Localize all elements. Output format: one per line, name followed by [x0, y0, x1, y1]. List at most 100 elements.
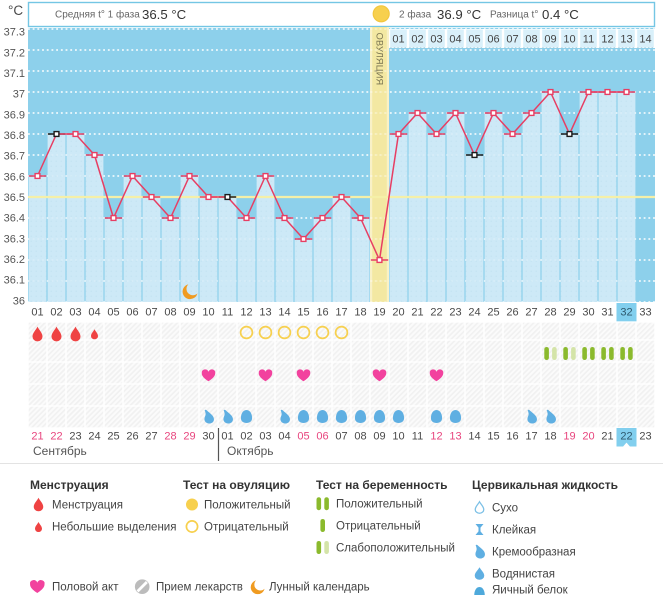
svg-text:26: 26 — [126, 431, 138, 443]
svg-text:36: 36 — [13, 295, 25, 307]
svg-text:12: 12 — [240, 307, 252, 319]
svg-text:04: 04 — [449, 34, 461, 46]
svg-text:19: 19 — [373, 307, 385, 319]
svg-text:07: 07 — [145, 307, 157, 319]
svg-text:17: 17 — [335, 307, 347, 319]
svg-text:23: 23 — [449, 307, 461, 319]
svg-text:15: 15 — [297, 307, 309, 319]
svg-text:06: 06 — [487, 34, 499, 46]
svg-text:Сентябрь: Сентябрь — [33, 444, 87, 458]
svg-text:11: 11 — [222, 307, 233, 319]
svg-text:07: 07 — [335, 431, 347, 443]
svg-text:36.9 °C: 36.9 °C — [437, 7, 482, 22]
svg-text:03: 03 — [69, 307, 81, 319]
svg-text:03: 03 — [259, 431, 271, 443]
svg-text:Тест на овуляцию: Тест на овуляцию — [183, 478, 290, 492]
svg-text:20: 20 — [392, 307, 404, 319]
svg-text:12: 12 — [430, 431, 442, 443]
svg-text:Тест на беременность: Тест на беременность — [316, 478, 447, 492]
svg-text:2 фаза: 2 фаза — [399, 9, 432, 21]
svg-text:02: 02 — [240, 431, 252, 443]
svg-text:37.2: 37.2 — [4, 47, 25, 59]
svg-text:06: 06 — [316, 431, 328, 443]
svg-text:29: 29 — [183, 431, 195, 443]
svg-text:14: 14 — [468, 431, 480, 443]
svg-text:24: 24 — [88, 431, 100, 443]
svg-text:17: 17 — [525, 431, 537, 443]
svg-text:30: 30 — [582, 307, 594, 319]
svg-text:26: 26 — [506, 307, 518, 319]
svg-text:37.1: 37.1 — [4, 68, 25, 80]
svg-text:Средняя t° 1 фаза: Средняя t° 1 фаза — [55, 9, 140, 21]
svg-text:30: 30 — [202, 431, 214, 443]
svg-text:36.3: 36.3 — [4, 233, 25, 245]
svg-text:07: 07 — [506, 34, 518, 46]
svg-text:10: 10 — [563, 34, 575, 46]
svg-text:08: 08 — [164, 307, 176, 319]
svg-text:36.8: 36.8 — [4, 130, 25, 142]
svg-text:24: 24 — [468, 307, 480, 319]
svg-text:36.1: 36.1 — [4, 275, 25, 287]
svg-text:13: 13 — [259, 307, 271, 319]
svg-text:11: 11 — [412, 431, 423, 443]
svg-text:23: 23 — [639, 431, 651, 443]
svg-text:16: 16 — [316, 307, 328, 319]
svg-text:02: 02 — [411, 34, 423, 46]
svg-text:03: 03 — [430, 34, 442, 46]
svg-text:25: 25 — [487, 307, 499, 319]
svg-text:25: 25 — [107, 431, 119, 443]
svg-text:Прием лекарств: Прием лекарств — [156, 582, 243, 594]
svg-text:14: 14 — [278, 307, 290, 319]
svg-text:36.6: 36.6 — [4, 171, 25, 183]
svg-text:33: 33 — [639, 307, 651, 319]
svg-text:28: 28 — [164, 431, 176, 443]
svg-text:10: 10 — [202, 307, 214, 319]
svg-text:19: 19 — [563, 431, 575, 443]
svg-text:37.3: 37.3 — [4, 27, 25, 39]
svg-text:27: 27 — [145, 431, 157, 443]
svg-text:08: 08 — [354, 431, 366, 443]
svg-text:16: 16 — [506, 431, 518, 443]
svg-text:0.4 °C: 0.4 °C — [542, 7, 579, 22]
svg-text:36.5 °C: 36.5 °C — [142, 7, 187, 22]
svg-text:Отрицательный: Отрицательный — [336, 521, 421, 533]
svg-text:13: 13 — [449, 431, 461, 443]
svg-text:ОВУЛЯЦИЯ: ОВУЛЯЦИЯ — [375, 33, 385, 86]
svg-text:37: 37 — [13, 89, 25, 101]
svg-text:21: 21 — [31, 431, 43, 443]
svg-text:10: 10 — [392, 431, 404, 443]
svg-text:12: 12 — [601, 34, 613, 46]
svg-text:36.9: 36.9 — [4, 109, 25, 121]
svg-text:09: 09 — [373, 431, 385, 443]
svg-text:09: 09 — [183, 307, 195, 319]
svg-text:21: 21 — [411, 307, 423, 319]
svg-text:Менструация: Менструация — [30, 478, 109, 492]
svg-text:36.4: 36.4 — [4, 213, 25, 225]
svg-text:Лунный календарь: Лунный календарь — [269, 582, 370, 594]
svg-text:Разница t°: Разница t° — [490, 10, 538, 21]
svg-text:36.5: 36.5 — [4, 192, 25, 204]
svg-text:21: 21 — [601, 431, 613, 443]
svg-text:Яичный белок: Яичный белок — [492, 585, 569, 596]
svg-text:02: 02 — [50, 307, 62, 319]
svg-text:05: 05 — [468, 34, 480, 46]
svg-text:01: 01 — [221, 431, 233, 443]
svg-text:23: 23 — [69, 431, 81, 443]
svg-text:°C: °C — [8, 3, 23, 18]
svg-text:Сухо: Сухо — [492, 503, 518, 515]
svg-text:Октябрь: Октябрь — [227, 444, 274, 458]
svg-text:14: 14 — [639, 34, 651, 46]
svg-text:08: 08 — [525, 34, 537, 46]
svg-text:28: 28 — [544, 307, 556, 319]
svg-text:04: 04 — [88, 307, 100, 319]
svg-text:20: 20 — [582, 431, 594, 443]
svg-text:29: 29 — [563, 307, 575, 319]
svg-text:31: 31 — [601, 307, 613, 319]
svg-text:Водянистая: Водянистая — [492, 569, 555, 581]
svg-text:Менструация: Менструация — [52, 500, 123, 512]
svg-text:27: 27 — [525, 307, 537, 319]
svg-text:05: 05 — [297, 431, 309, 443]
svg-text:09: 09 — [544, 34, 556, 46]
svg-text:Кремообразная: Кремообразная — [492, 547, 576, 559]
svg-text:04: 04 — [278, 431, 290, 443]
